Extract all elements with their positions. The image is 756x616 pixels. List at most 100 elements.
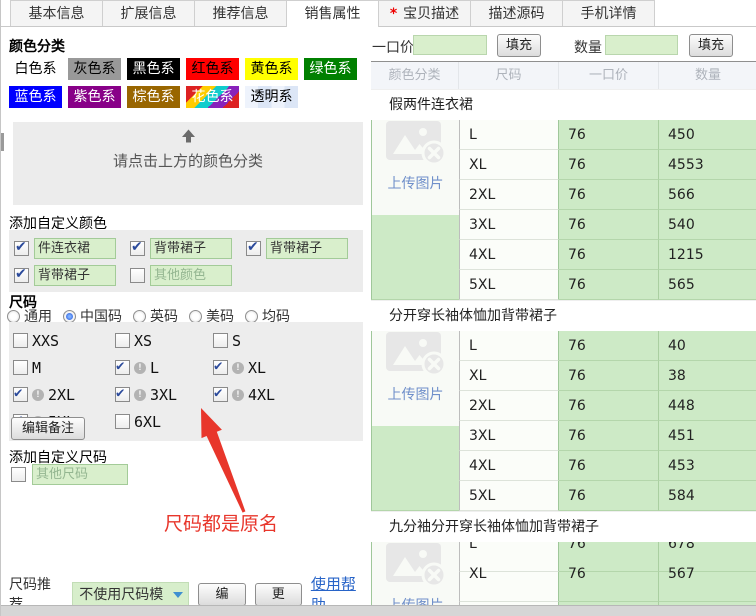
- size-option-L[interactable]: !L: [115, 354, 213, 381]
- sku-image-cell[interactable]: 上传图片: [371, 542, 459, 607]
- color-swatch-blue[interactable]: 蓝色系: [9, 86, 62, 108]
- upload-image-area[interactable]: 上传图片: [372, 542, 459, 607]
- sku-qty-cell[interactable]: 567: [659, 567, 756, 602]
- color-swatch-yellow[interactable]: 黄色系: [245, 58, 298, 80]
- size-option-6XL[interactable]: 6XL: [115, 408, 213, 435]
- size-checkbox[interactable]: [115, 358, 130, 375]
- sku-qty-cell[interactable]: 453: [659, 451, 756, 481]
- sku-price-cell[interactable]: 76: [559, 391, 659, 421]
- qty-fill-button[interactable]: 填充: [689, 34, 734, 57]
- custom-color-checkbox[interactable]: [14, 239, 29, 256]
- color-swatch-transparent[interactable]: 透明系: [245, 86, 298, 108]
- sku-qty-cell[interactable]: 4553: [659, 150, 756, 180]
- edit-button[interactable]: 编辑: [198, 582, 246, 616]
- color-swatch-black[interactable]: 黑色系: [127, 58, 180, 80]
- tab-recommend[interactable]: 推荐信息: [194, 0, 287, 26]
- sku-qty-cell[interactable]: 565: [659, 270, 756, 300]
- size-checkbox[interactable]: [213, 333, 228, 348]
- sku-image-cell[interactable]: 上传图片: [371, 331, 459, 511]
- size-standard-option[interactable]: 英码: [133, 306, 178, 326]
- edit-note-button[interactable]: 编辑备注: [11, 417, 86, 440]
- color-swatch-green[interactable]: 绿色系: [304, 58, 357, 80]
- sku-price-cell[interactable]: 76: [559, 150, 659, 180]
- sku-qty-cell[interactable]: 38: [659, 361, 756, 391]
- sku-qty-cell[interactable]: 566: [659, 180, 756, 210]
- tab-sale[interactable]: 销售属性: [286, 0, 379, 27]
- price-fill-input[interactable]: [413, 35, 487, 55]
- sku-price-cell[interactable]: 76: [559, 180, 659, 210]
- custom-color-input[interactable]: 背带裙子: [150, 238, 232, 259]
- size-standard-option[interactable]: 通用: [7, 306, 52, 326]
- size-checkbox[interactable]: [115, 385, 130, 402]
- sku-qty-cell[interactable]: 1215: [659, 240, 756, 270]
- upload-image-link[interactable]: 上传图片: [387, 598, 444, 607]
- bottom-scroll-strip[interactable]: [1, 605, 756, 616]
- size-template-select[interactable]: 不使用尺码模板: [72, 582, 190, 616]
- panel-collapse-handle[interactable]: [1, 133, 4, 151]
- sku-qty-cell[interactable]: 584: [659, 481, 756, 511]
- tab-desc[interactable]: * 宝贝描述: [378, 0, 471, 26]
- size-checkbox[interactable]: [213, 385, 228, 402]
- custom-color-checkbox[interactable]: [246, 239, 261, 256]
- radio-icon[interactable]: [189, 309, 202, 323]
- custom-color-input[interactable]: 件连衣裙: [34, 238, 116, 259]
- sku-qty-cell[interactable]: 540: [659, 210, 756, 240]
- size-option-XXS[interactable]: XXS: [13, 327, 115, 354]
- sku-price-cell[interactable]: 76: [559, 210, 659, 240]
- sku-image-cell[interactable]: 上传图片: [371, 120, 459, 300]
- custom-size-input[interactable]: 其他尺码: [32, 464, 128, 485]
- tab-source[interactable]: 描述源码: [470, 0, 563, 26]
- upload-image-link[interactable]: 上传图片: [387, 176, 444, 192]
- size-option-XL[interactable]: ! XL: [213, 354, 359, 381]
- size-standard-option[interactable]: 美码: [189, 306, 234, 326]
- custom-color-input[interactable]: 其他颜色: [150, 265, 232, 286]
- size-option-M[interactable]: M: [13, 354, 115, 381]
- price-fill-button[interactable]: 填充: [497, 34, 542, 57]
- size-checkbox[interactable]: [115, 333, 130, 348]
- upload-image-area[interactable]: 上传图片: [372, 331, 459, 426]
- size-option-2XL[interactable]: ! 2XL: [13, 381, 115, 408]
- size-checkbox[interactable]: [13, 385, 28, 402]
- custom-color-checkbox[interactable]: [130, 239, 145, 256]
- tab-mobile[interactable]: 手机详情: [562, 0, 655, 26]
- color-swatch-purple[interactable]: 紫色系: [68, 86, 121, 108]
- radio-icon[interactable]: [63, 309, 76, 323]
- size-option-S[interactable]: S: [213, 327, 359, 354]
- radio-icon[interactable]: [245, 309, 258, 323]
- sku-qty-cell[interactable]: 448: [659, 391, 756, 421]
- size-option-4XL[interactable]: ! 4XL: [213, 381, 359, 408]
- sku-price-cell[interactable]: 76: [559, 270, 659, 300]
- color-swatch-gray[interactable]: 灰色系: [68, 58, 121, 80]
- color-swatch-multi[interactable]: 花色系: [186, 86, 239, 108]
- upload-image-area[interactable]: 上传图片: [372, 120, 459, 215]
- sku-price-cell[interactable]: 76: [559, 481, 659, 511]
- color-swatch-brown[interactable]: 棕色系: [127, 86, 180, 108]
- tab-extend[interactable]: 扩展信息: [102, 0, 195, 26]
- sku-qty-cell[interactable]: 678: [659, 542, 756, 572]
- color-swatch-red[interactable]: 红色系: [186, 58, 239, 80]
- custom-color-input[interactable]: 背带裙子: [266, 238, 348, 259]
- sku-qty-cell[interactable]: 40: [659, 331, 756, 361]
- size-standard-option[interactable]: 中国码: [63, 306, 122, 326]
- qty-fill-input[interactable]: [605, 35, 678, 55]
- sku-price-cell[interactable]: 76: [559, 361, 659, 391]
- size-checkbox[interactable]: [213, 358, 228, 375]
- radio-icon[interactable]: [7, 309, 20, 323]
- radio-icon[interactable]: [133, 309, 146, 323]
- upload-image-link[interactable]: 上传图片: [387, 387, 444, 403]
- sku-price-cell[interactable]: 76: [559, 451, 659, 481]
- size-checkbox[interactable]: [13, 360, 28, 375]
- sku-qty-cell[interactable]: 451: [659, 421, 756, 451]
- sku-price-cell[interactable]: 76: [559, 567, 659, 602]
- sku-price-cell[interactable]: 76: [559, 542, 659, 572]
- tab-basic[interactable]: 基本信息: [10, 0, 103, 26]
- color-swatch-white[interactable]: 白色系: [9, 58, 62, 80]
- sku-price-cell[interactable]: 76: [559, 120, 659, 150]
- custom-color-input[interactable]: 背带裙子: [34, 265, 116, 286]
- sku-price-cell[interactable]: 76: [559, 240, 659, 270]
- custom-color-checkbox[interactable]: [130, 268, 145, 283]
- size-checkbox[interactable]: [115, 414, 130, 429]
- update-button[interactable]: 更新: [254, 582, 302, 616]
- custom-color-checkbox[interactable]: [14, 266, 29, 283]
- custom-size-checkbox[interactable]: [11, 467, 26, 482]
